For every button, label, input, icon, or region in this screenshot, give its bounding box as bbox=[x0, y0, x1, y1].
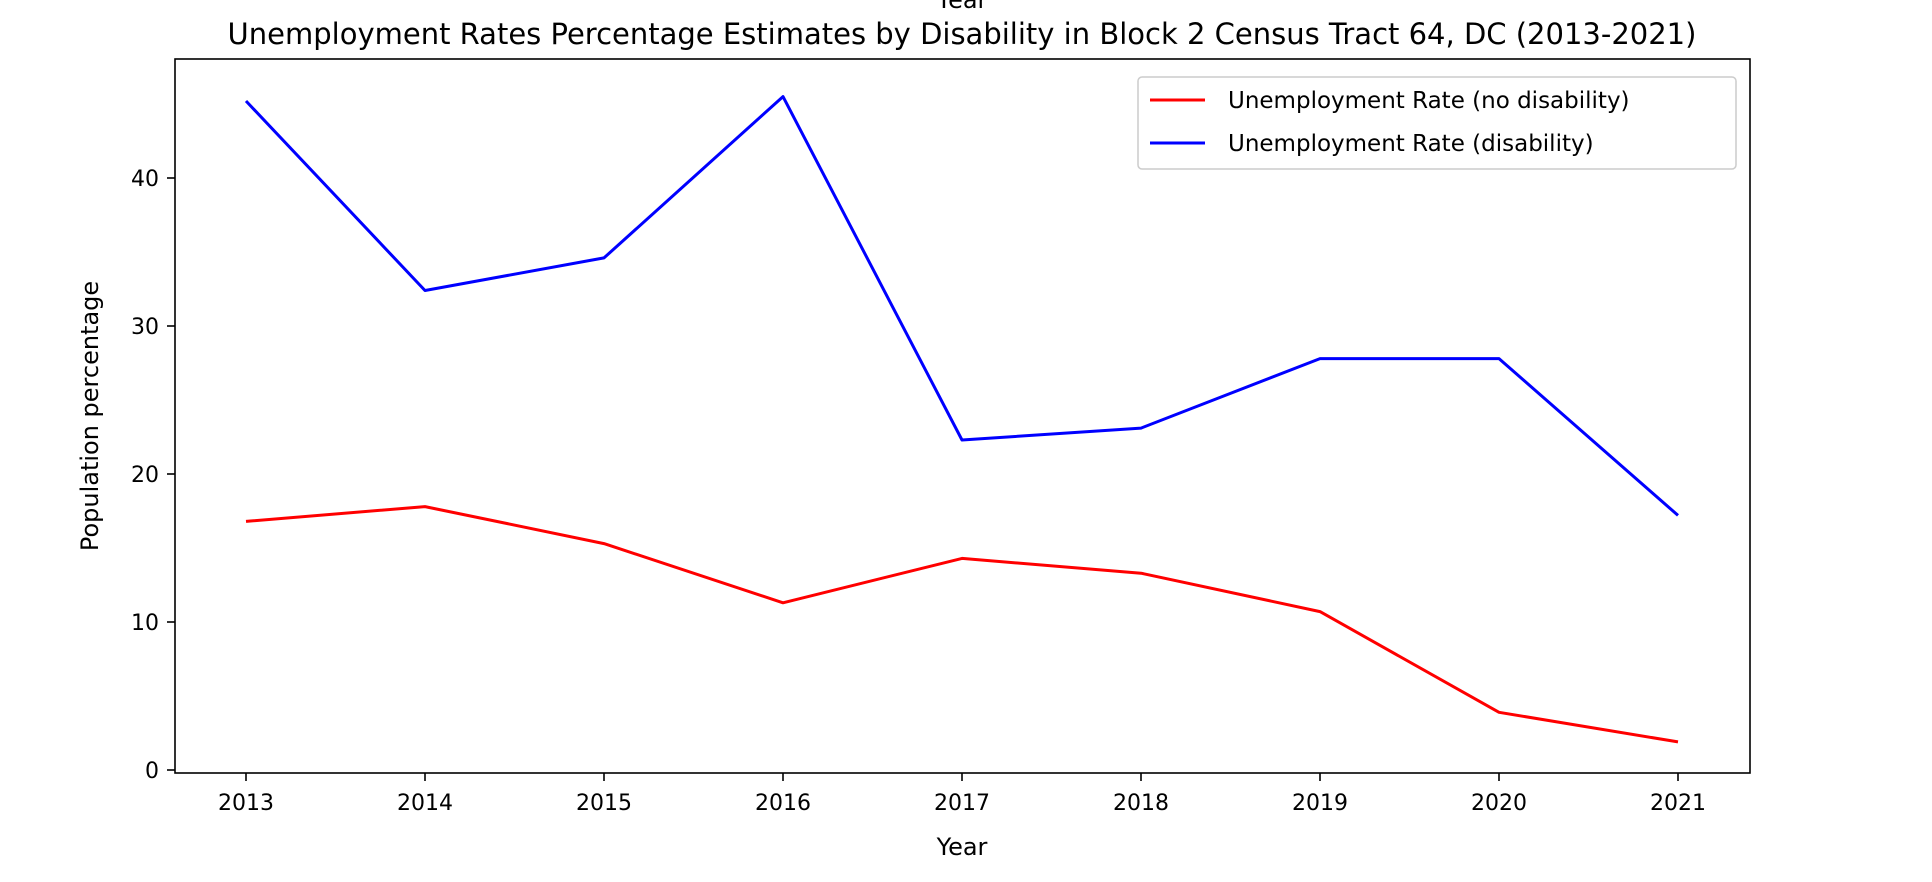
legend-label-no-disability: Unemployment Rate (no disability) bbox=[1228, 88, 1630, 114]
series-lines bbox=[244, 95, 1679, 744]
y-axis-label: Population percentage bbox=[76, 281, 104, 551]
clipped-top-label: Year bbox=[936, 0, 988, 14]
y-tick-label: 20 bbox=[131, 463, 159, 488]
y-tick-label: 0 bbox=[145, 759, 159, 784]
y-tick-label: 30 bbox=[131, 315, 159, 340]
x-tick-label: 2019 bbox=[1292, 791, 1348, 816]
chart-title: Unemployment Rates Percentage Estimates … bbox=[228, 17, 1697, 51]
series-line-no-disability bbox=[245, 505, 1679, 744]
y-axis: 0 10 20 30 40 bbox=[131, 167, 175, 784]
legend-box bbox=[1137, 76, 1737, 170]
x-tick-label: 2013 bbox=[218, 791, 274, 816]
x-axis-label: Year bbox=[936, 833, 988, 861]
series-line-disability bbox=[244, 95, 1679, 517]
x-tick-label: 2017 bbox=[934, 791, 990, 816]
x-tick-label: 2018 bbox=[1113, 791, 1169, 816]
y-tick-label: 10 bbox=[131, 611, 159, 636]
y-tick-label: 40 bbox=[131, 167, 159, 192]
x-tick-label: 2016 bbox=[755, 791, 811, 816]
x-tick-label: 2020 bbox=[1471, 791, 1527, 816]
legend: Unemployment Rate (no disability) Unempl… bbox=[1137, 76, 1737, 170]
x-axis: 2013 2014 2015 2016 2017 2018 2019 2020 2021 bbox=[218, 773, 1706, 816]
legend-label-disability: Unemployment Rate (disability) bbox=[1228, 131, 1594, 157]
x-tick-label: 2021 bbox=[1650, 791, 1706, 816]
x-tick-label: 2014 bbox=[397, 791, 453, 816]
x-tick-label: 2015 bbox=[576, 791, 632, 816]
